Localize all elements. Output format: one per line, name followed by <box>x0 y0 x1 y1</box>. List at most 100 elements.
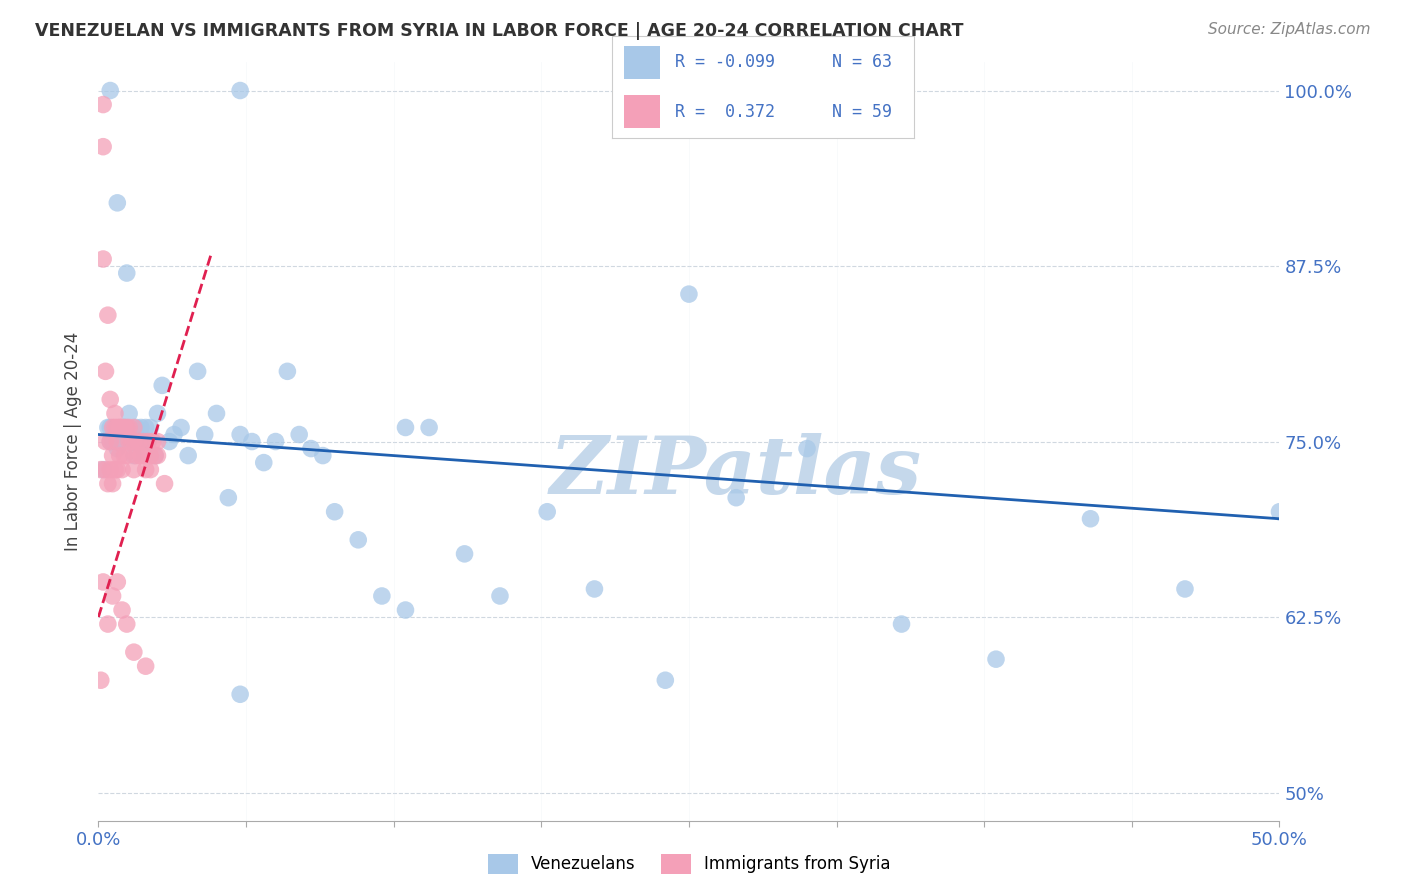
Point <box>112 449 135 463</box>
Point <box>143 449 166 463</box>
Point <box>121 434 143 449</box>
FancyBboxPatch shape <box>624 46 659 78</box>
Point <box>94 462 117 476</box>
Point <box>1174 582 1197 596</box>
Point <box>240 434 263 449</box>
Legend: Venezuelans, Immigrants from Syria: Venezuelans, Immigrants from Syria <box>481 847 897 880</box>
Point <box>170 420 193 434</box>
Point <box>299 442 322 456</box>
Point <box>489 589 512 603</box>
Point <box>128 434 150 449</box>
Point <box>118 434 141 449</box>
Point <box>115 266 138 280</box>
Point <box>1080 512 1102 526</box>
Point <box>112 420 135 434</box>
Point <box>121 434 143 449</box>
Point <box>101 589 124 603</box>
Text: N = 59: N = 59 <box>832 103 893 120</box>
Point <box>104 427 127 442</box>
Point <box>678 287 700 301</box>
Point <box>128 434 150 449</box>
Point <box>129 449 152 463</box>
Point <box>583 582 606 596</box>
Point <box>122 462 145 476</box>
Point <box>139 449 162 463</box>
Point <box>98 83 121 97</box>
Y-axis label: In Labor Force | Age 20-24: In Labor Force | Age 20-24 <box>65 332 83 551</box>
Point <box>394 420 416 434</box>
Point <box>98 434 121 449</box>
Point <box>453 547 475 561</box>
Point <box>111 603 134 617</box>
Point <box>111 420 134 434</box>
Point <box>146 434 169 449</box>
Text: ZIPatlas: ZIPatlas <box>550 434 922 510</box>
Point <box>105 195 128 210</box>
Point <box>984 652 1007 666</box>
Point <box>157 434 180 449</box>
Point <box>108 420 131 434</box>
Point <box>146 407 169 421</box>
Point <box>725 491 748 505</box>
Point <box>115 449 138 463</box>
Point <box>91 252 114 266</box>
Point <box>105 420 128 434</box>
Point <box>890 617 912 632</box>
Point <box>796 442 818 456</box>
Point <box>135 659 157 673</box>
Point <box>97 308 120 322</box>
Point <box>94 364 117 378</box>
Point <box>108 449 131 463</box>
Point <box>111 420 134 434</box>
Point <box>150 378 173 392</box>
Point <box>91 462 114 476</box>
Point <box>288 427 311 442</box>
Point <box>146 449 169 463</box>
Point <box>654 673 676 688</box>
Point <box>125 449 148 463</box>
Point <box>217 491 239 505</box>
Point <box>132 434 155 449</box>
Point <box>115 420 138 434</box>
Point <box>205 407 228 421</box>
Point <box>394 603 416 617</box>
Point <box>536 505 558 519</box>
Point <box>104 420 127 434</box>
Text: N = 63: N = 63 <box>832 54 893 71</box>
Point <box>101 434 124 449</box>
Text: Source: ZipAtlas.com: Source: ZipAtlas.com <box>1208 22 1371 37</box>
Point <box>129 420 152 434</box>
Point <box>90 673 112 688</box>
Point <box>105 574 128 589</box>
Point <box>105 462 128 476</box>
Point <box>98 434 121 449</box>
Point <box>371 589 394 603</box>
Point <box>97 420 120 434</box>
Point <box>136 434 159 449</box>
Point <box>94 434 117 449</box>
Point <box>115 617 138 632</box>
Point <box>122 420 145 434</box>
Point <box>312 449 335 463</box>
Point <box>1268 505 1291 519</box>
Point <box>118 407 141 421</box>
Point <box>105 442 128 456</box>
Point <box>118 420 141 434</box>
Point <box>91 574 114 589</box>
Point <box>101 420 124 434</box>
Point <box>418 420 440 434</box>
Point <box>347 533 370 547</box>
Point <box>98 462 121 476</box>
Point <box>153 476 176 491</box>
Point <box>97 617 120 632</box>
Point <box>163 427 186 442</box>
Text: R =  0.372: R = 0.372 <box>675 103 775 120</box>
Point <box>136 434 159 449</box>
Point <box>253 456 276 470</box>
Point <box>104 407 127 421</box>
Point <box>132 434 155 449</box>
Point <box>125 420 148 434</box>
Point <box>122 645 145 659</box>
Point <box>91 139 114 153</box>
Point <box>101 449 124 463</box>
